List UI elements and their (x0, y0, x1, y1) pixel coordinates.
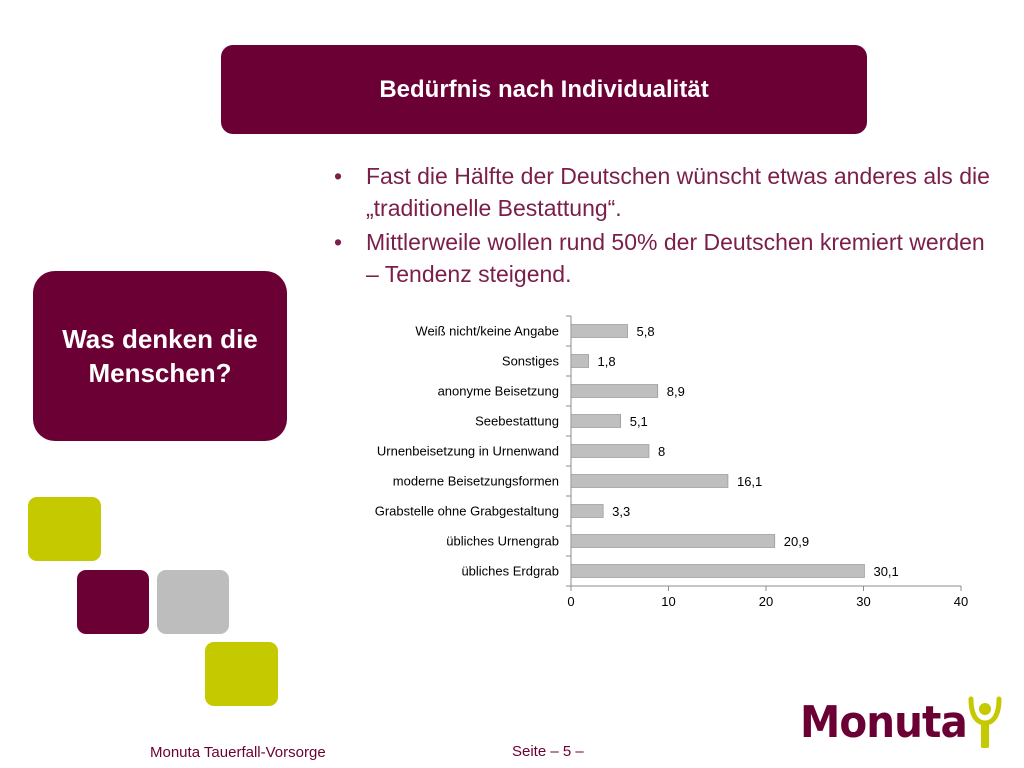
footer-company: Monuta Tauerfall-Vorsorge (150, 744, 326, 761)
bullet-symbol: • (334, 163, 343, 189)
category-label: Grabstelle ohne Grabgestaltung (375, 504, 559, 519)
category-label: Sonstiges (502, 354, 560, 369)
bullet-list: • Fast die Hälfte der Deutschen wünscht … (332, 160, 992, 292)
monuta-person-icon (968, 696, 1002, 748)
decorative-square-green (205, 642, 278, 706)
x-tick-label: 20 (759, 594, 773, 609)
bar (570, 564, 865, 578)
bar (570, 444, 650, 458)
bar (570, 324, 628, 338)
bar (570, 384, 659, 398)
bar (570, 534, 776, 548)
question-box: Was denken die Menschen? (33, 271, 287, 441)
data-label: 30,1 (873, 564, 898, 579)
bar (570, 504, 604, 518)
bullet-item: • Fast die Hälfte der Deutschen wünscht … (332, 160, 992, 224)
category-label: übliches Erdgrab (461, 564, 559, 579)
decorative-square-green (28, 497, 101, 561)
x-tick-label: 0 (567, 594, 574, 609)
x-tick-label: 40 (954, 594, 968, 609)
logo-text: Monuta (800, 696, 968, 748)
category-label: Weiß nicht/keine Angabe (415, 324, 559, 339)
category-label: moderne Beisetzungsformen (393, 474, 559, 489)
data-label: 16,1 (737, 474, 762, 489)
decorative-square-burgundy (77, 570, 149, 634)
decorative-square-gray (157, 570, 229, 634)
category-label: anonyme Beisetzung (438, 384, 559, 399)
data-label: 5,8 (637, 324, 655, 339)
bar (570, 354, 589, 368)
data-label: 8 (658, 444, 665, 459)
monuta-logo: Monuta (800, 693, 1005, 751)
title-banner: Bedürfnis nach Individualität (221, 45, 867, 134)
bullet-item: • Mittlerweile wollen rund 50% der Deuts… (332, 226, 992, 290)
category-label: Urnenbeisetzung in Urnenwand (377, 444, 559, 459)
question-text: Was denken die Menschen? (62, 324, 258, 388)
category-label: übliches Urnengrab (446, 534, 559, 549)
bullet-text: Fast die Hälfte der Deutschen wünscht et… (366, 163, 990, 221)
category-label: Seebestattung (475, 414, 559, 429)
bullet-symbol: • (334, 229, 343, 255)
page-title: Bedürfnis nach Individualität (379, 75, 709, 103)
data-label: 3,3 (612, 504, 630, 519)
data-label: 8,9 (667, 384, 685, 399)
x-tick-label: 30 (856, 594, 870, 609)
x-tick-label: 10 (661, 594, 675, 609)
bullet-text: Mittlerweile wollen rund 50% der Deutsch… (366, 229, 985, 287)
bar (570, 414, 622, 428)
data-label: 5,1 (630, 414, 648, 429)
bar-chart: 0 10 20 30 40 Weiß nicht/keine Angabe 5,8 Sonst… (375, 315, 968, 609)
footer-page-number: Seite – 5 – (512, 743, 584, 760)
data-label: 1,8 (598, 354, 616, 369)
bar (570, 474, 729, 488)
data-label: 20,9 (784, 534, 809, 549)
